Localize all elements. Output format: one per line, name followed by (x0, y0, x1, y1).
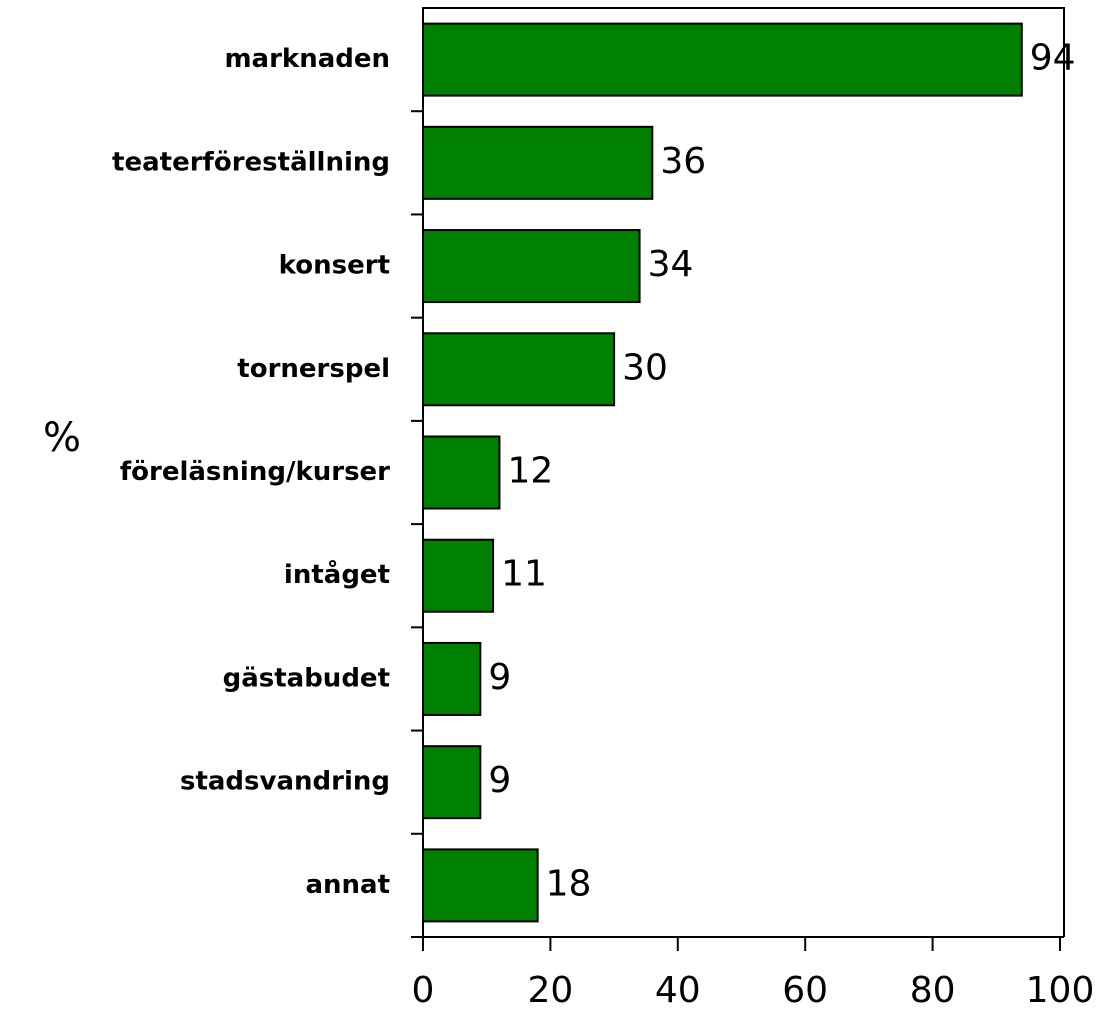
bar (422, 332, 616, 407)
category-label: gästabudet (223, 663, 390, 693)
bar (422, 229, 641, 304)
category-label: stadsvandring (180, 767, 390, 797)
bar (422, 125, 654, 200)
value-label: 18 (546, 863, 592, 904)
bar (422, 538, 495, 613)
bar (422, 848, 539, 923)
value-label: 9 (488, 760, 511, 801)
value-label: 94 (1030, 38, 1076, 79)
bar (422, 435, 501, 510)
category-label: annat (305, 870, 390, 900)
category-label: konsert (279, 251, 390, 281)
bar (422, 745, 482, 820)
category-label: föreläsning/kurser (120, 457, 390, 487)
x-tick-label: 80 (910, 970, 956, 1011)
value-label: 30 (622, 347, 668, 388)
x-tick-label: 40 (655, 970, 701, 1011)
x-tick-label: 0 (412, 970, 435, 1011)
category-label: teaterföreställning (112, 147, 390, 177)
x-tick-label: 20 (527, 970, 573, 1011)
x-tick-label: 100 (1026, 970, 1095, 1011)
value-label: 9 (488, 657, 511, 698)
bar (422, 641, 482, 716)
value-label: 36 (660, 141, 706, 182)
x-tick-label: 60 (782, 970, 828, 1011)
category-label: marknaden (224, 44, 390, 74)
axis-label: % (43, 415, 81, 461)
category-label: intåget (284, 558, 390, 590)
value-label: 34 (648, 244, 694, 285)
value-label: 11 (501, 554, 547, 595)
value-label: 12 (507, 451, 553, 492)
category-label: tornerspel (237, 354, 390, 384)
bar (422, 22, 1023, 97)
